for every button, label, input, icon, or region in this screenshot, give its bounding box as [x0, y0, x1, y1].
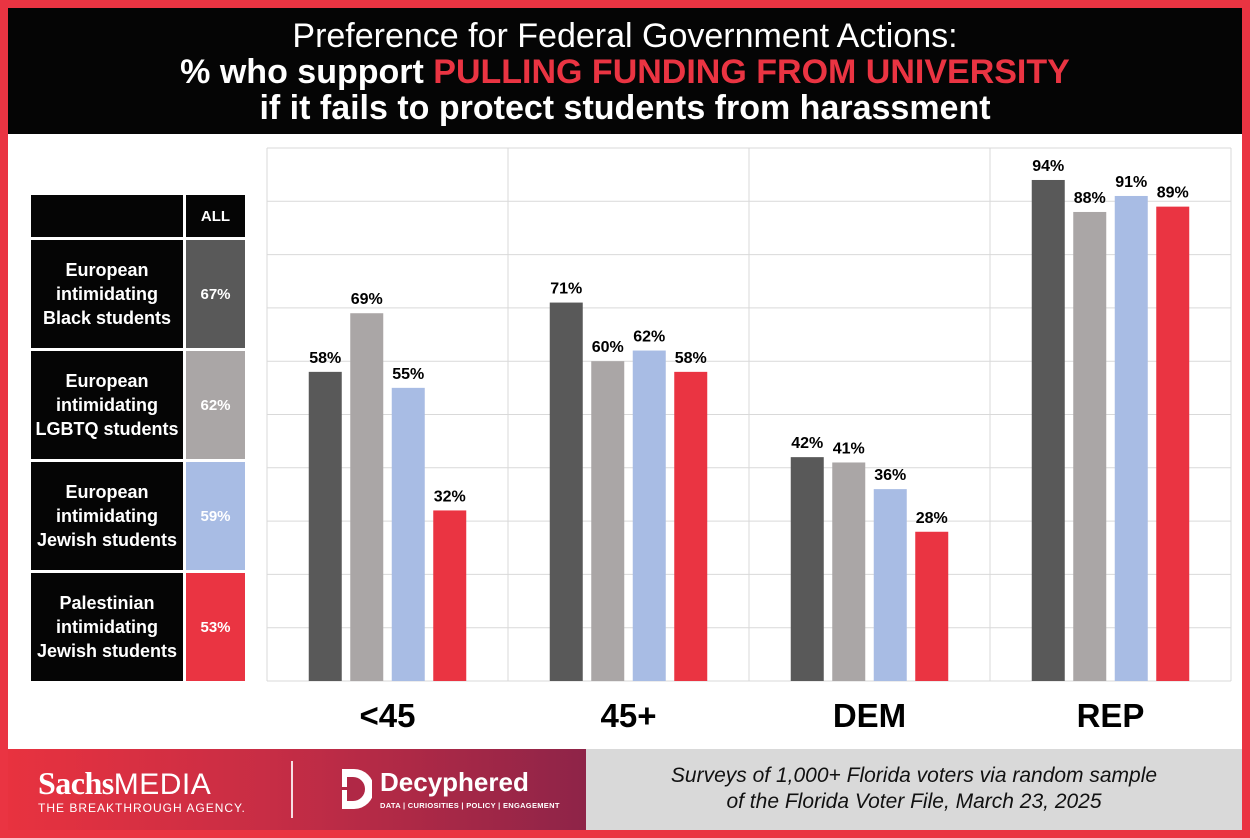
title-banner: Preference for Federal Government Action…: [8, 8, 1242, 134]
x-tick-label: REP: [1077, 697, 1145, 734]
decyphered-wordmark: Decyphered: [380, 767, 529, 797]
bar: [433, 510, 467, 681]
data-label: 62%: [633, 329, 665, 346]
legend-value: 53%: [186, 573, 245, 681]
bar: [790, 457, 824, 681]
bar: [1073, 211, 1107, 681]
bar: [915, 531, 949, 681]
decyphered-logo-icon: [341, 769, 372, 809]
bar: [1114, 195, 1148, 681]
bar: [873, 489, 907, 681]
data-label: 58%: [675, 350, 707, 367]
chart-subtitle-continued: if it fails to protect students from har…: [259, 89, 991, 127]
source-note: Surveys of 1,000+ Florida voters via ran…: [586, 763, 1242, 815]
bar: [832, 462, 866, 681]
data-label: 88%: [1074, 190, 1106, 207]
bar: [632, 350, 666, 681]
legend-value: 59%: [186, 462, 245, 570]
data-label: 58%: [309, 350, 341, 367]
legend-label: European intimidating Jewish students: [31, 462, 183, 570]
data-label: 32%: [434, 488, 466, 505]
x-tick-label: 45+: [601, 697, 657, 734]
sachs-media-logo: SachsMEDIA: [38, 765, 212, 801]
data-label: 69%: [351, 291, 383, 308]
data-label: 94%: [1032, 158, 1064, 175]
data-label: 60%: [592, 339, 624, 356]
chart-subtitle: % who support PULLING FUNDING FROM UNIVE…: [8, 52, 1242, 92]
brand-tagline: THE BREAKTHROUGH AGENCY.: [38, 801, 246, 815]
footer-brand-panel: SachsMEDIA THE BREAKTHROUGH AGENCY. Decy…: [8, 749, 586, 830]
bar-chart: 58% 69% 55% 32% <45 71% 60% 62% 58% 45+ 42% 41% 36% 2…: [266, 147, 1232, 734]
x-tick-label: DEM: [833, 697, 906, 734]
source-panel: Surveys of 1,000+ Florida voters via ran…: [586, 749, 1242, 830]
source-line-2: of the Florida Voter File, March 23, 202…: [726, 790, 1102, 813]
subtitle-prefix: % who support: [180, 53, 434, 91]
infographic-frame: Preference for Federal Government Action…: [8, 8, 1242, 830]
bar: [350, 313, 384, 681]
data-label: 41%: [833, 440, 865, 457]
decyphered-tagline: DATA | CURIOSITIES | POLICY | ENGAGEMENT: [380, 801, 560, 810]
chart-title: Preference for Federal Government Action…: [292, 17, 958, 55]
data-label: 55%: [392, 366, 424, 383]
legend-label: European intimidating LGBTQ students: [31, 351, 183, 459]
data-label: 36%: [874, 467, 906, 484]
x-tick-label: <45: [360, 697, 416, 734]
source-line-1: Surveys of 1,000+ Florida voters via ran…: [670, 764, 1158, 787]
legend-header-blank: [31, 195, 183, 237]
bar: [674, 371, 708, 681]
data-label: 91%: [1115, 174, 1147, 191]
data-label: 28%: [916, 510, 948, 527]
bar: [1031, 179, 1065, 682]
data-label: 89%: [1157, 185, 1189, 202]
footer-divider: [291, 761, 293, 818]
bar: [391, 387, 425, 681]
legend-value: 62%: [186, 351, 245, 459]
legend-label: Palestinian intimidating Jewish students: [31, 573, 183, 681]
bar: [308, 371, 342, 681]
bar: [1156, 206, 1190, 681]
data-label: 42%: [791, 435, 823, 452]
legend-label: European intimidating Black students: [31, 240, 183, 348]
legend-value: 67%: [186, 240, 245, 348]
subtitle-highlight: PULLING FUNDING FROM UNIVERSITY: [433, 53, 1070, 91]
legend-header-all: ALL: [186, 195, 245, 237]
data-label: 71%: [550, 281, 582, 298]
bar: [591, 361, 625, 681]
footer: SachsMEDIA THE BREAKTHROUGH AGENCY. Decy…: [8, 749, 1242, 830]
bar: [549, 302, 583, 681]
